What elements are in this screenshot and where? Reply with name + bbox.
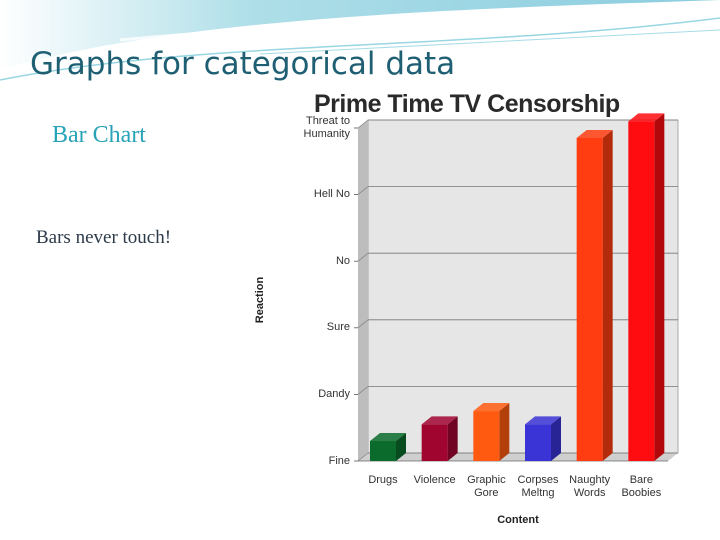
x-tick-label: Violence <box>413 474 456 486</box>
x-axis-label: Content <box>497 514 539 526</box>
y-tick-label: Fine <box>328 454 350 467</box>
y-tick-label: Sure <box>326 321 350 334</box>
x-tick-label: Drugs <box>368 474 398 486</box>
bullet-text: Bars never touch! <box>36 227 172 248</box>
chart-title: Prime Time TV Censorship <box>314 90 620 118</box>
y-tick-label: Hell No <box>313 188 350 201</box>
slide-subtitle: Bar Chart <box>52 122 146 148</box>
plot-side-wall <box>358 120 368 461</box>
bar <box>370 433 406 461</box>
x-tick-label: Corpses Meltng <box>517 474 559 499</box>
y-axis-label: Reaction <box>254 276 266 324</box>
header-swoosh-decoration <box>0 0 720 81</box>
x-tick-label: Naughty Words <box>569 474 611 499</box>
y-tick-label: Dandy <box>318 387 350 400</box>
y-tick-label: No <box>335 254 350 267</box>
x-tick-label: Graphic Gore <box>467 474 506 499</box>
slide-title: Graphs for categorical data <box>30 46 456 82</box>
bar <box>421 416 458 461</box>
swoosh-band <box>0 0 720 70</box>
bar <box>525 416 561 461</box>
x-tick-label: Bare Boobies <box>621 474 662 499</box>
y-tick-label: Threat to Humanity <box>303 115 350 140</box>
bar-chart <box>354 113 679 462</box>
bar <box>576 129 613 462</box>
bar <box>628 113 665 461</box>
bar <box>473 403 510 461</box>
plot-area <box>367 119 679 454</box>
